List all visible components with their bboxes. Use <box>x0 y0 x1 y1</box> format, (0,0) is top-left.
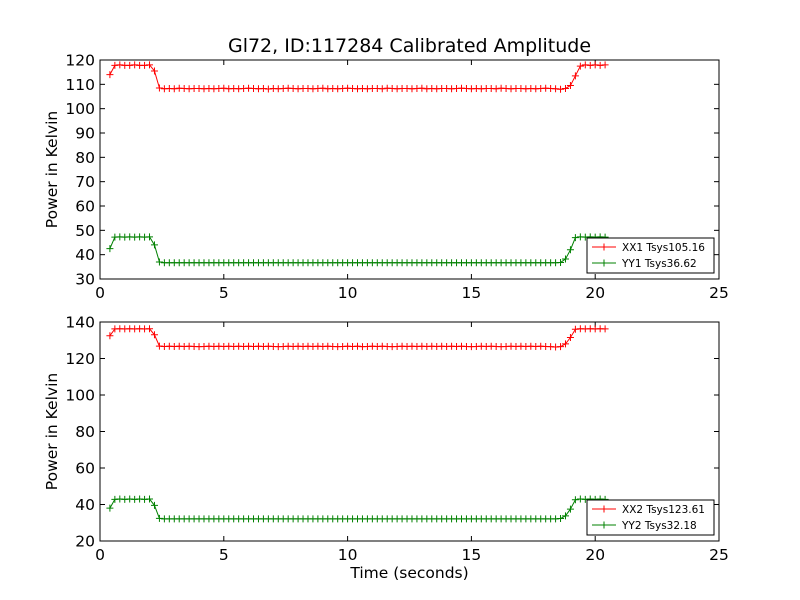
y-tick-label: 60 <box>75 198 95 216</box>
legend-marker <box>600 521 608 529</box>
x-tick-label: 10 <box>338 546 358 564</box>
x-tick-label: 25 <box>709 284 729 302</box>
x-tick-label: 25 <box>709 546 729 564</box>
data-point <box>557 258 565 266</box>
data-point <box>561 84 569 92</box>
y-tick-label: 70 <box>75 173 95 191</box>
data-point <box>601 325 609 333</box>
data-point <box>571 234 579 242</box>
y-tick-label: 80 <box>75 149 95 167</box>
y-tick-label: 30 <box>75 271 95 289</box>
x-tick-label: 0 <box>95 284 105 302</box>
data-point <box>106 332 114 340</box>
data-point <box>150 241 158 249</box>
y-tick-label: 140 <box>65 314 95 332</box>
y-tick-label: 40 <box>75 496 95 514</box>
legend-box <box>586 237 715 274</box>
data-point <box>106 71 114 79</box>
y-tick-label: 60 <box>75 460 95 478</box>
data-point <box>150 501 158 509</box>
series-1 <box>106 325 609 351</box>
data-point <box>601 61 609 69</box>
y-tick-label: 120 <box>65 52 95 70</box>
legend-marker <box>600 243 608 251</box>
data-point <box>566 246 574 254</box>
y-axis-label: Power in Kelvin <box>43 373 61 490</box>
y-tick-label: 20 <box>75 533 95 551</box>
y-tick-label: 120 <box>65 350 95 368</box>
subplot-1: 0 5 10 15 20 25 30 40 50 60 70 80 90 100 110 120 Power i… <box>43 35 729 302</box>
data-point <box>561 512 569 520</box>
series-2 <box>106 233 609 267</box>
data-point <box>566 334 574 342</box>
y-tick-label: 100 <box>65 100 95 118</box>
legend: XX1 Tsys105.16 YY1 Tsys36.62 <box>586 237 715 274</box>
chart-title: Gl72, ID:117284 Calibrated Amplitude <box>228 35 591 57</box>
y-tick-label: 50 <box>75 222 95 240</box>
data-point <box>576 62 584 70</box>
data-point <box>561 340 569 348</box>
series-2 <box>106 495 609 523</box>
legend-box <box>586 499 715 536</box>
data-point <box>571 325 579 333</box>
data-point <box>561 255 569 263</box>
data-point <box>571 496 579 504</box>
data-point <box>155 514 163 522</box>
series-1 <box>106 61 609 93</box>
y-tick-label: 100 <box>65 387 95 405</box>
legend-label: YY2 Tsys32.18 <box>621 520 697 532</box>
x-tick-label: 10 <box>338 284 358 302</box>
data-point <box>146 233 154 241</box>
plot-frame <box>99 59 720 280</box>
data-point <box>146 325 154 333</box>
legend: XX2 Tsys123.61 YY2 Tsys32.18 <box>586 499 715 536</box>
data-point <box>571 72 579 80</box>
data-point <box>150 67 158 75</box>
data-point <box>557 85 565 93</box>
x-tick-label: 20 <box>585 546 605 564</box>
data-point <box>106 245 114 253</box>
data-point <box>146 61 154 69</box>
y-tick-label: 110 <box>65 76 95 94</box>
y-tick-label: 40 <box>75 246 95 264</box>
x-tick-label: 20 <box>585 284 605 302</box>
x-axis-label: Time (seconds) <box>349 564 468 582</box>
x-tick-label: 5 <box>219 284 229 302</box>
x-tick-label: 5 <box>219 546 229 564</box>
subplot-2: 0 5 10 15 20 25 20 40 60 80 100 120 140 Power in Kelv… <box>43 314 729 583</box>
legend-label: YY1 Tsys36.62 <box>621 258 697 270</box>
data-point <box>155 258 163 266</box>
x-tick-label: 0 <box>95 546 105 564</box>
data-point <box>566 505 574 513</box>
legend-marker <box>600 259 608 267</box>
data-point <box>146 495 154 503</box>
data-point <box>557 515 565 523</box>
data-point <box>106 504 114 512</box>
y-tick-label: 80 <box>75 423 95 441</box>
legend-marker <box>600 505 608 513</box>
legend-label: XX1 Tsys105.16 <box>622 242 705 254</box>
data-point <box>557 343 565 351</box>
data-point <box>155 84 163 92</box>
data-point <box>150 331 158 339</box>
x-tick-label: 15 <box>462 284 482 302</box>
x-tick-label: 15 <box>462 546 482 564</box>
y-axis-label: Power in Kelvin <box>43 111 61 228</box>
data-point <box>566 82 574 90</box>
y-tick-label: 90 <box>75 125 95 143</box>
legend-label: XX2 Tsys123.61 <box>622 504 705 516</box>
